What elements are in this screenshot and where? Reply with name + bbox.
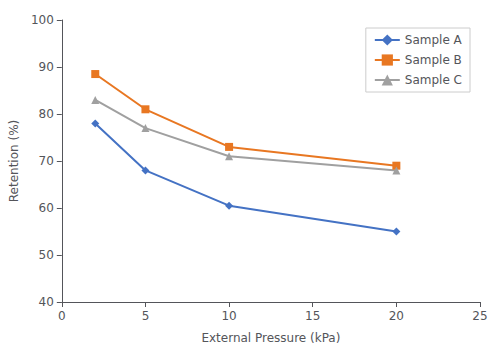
svg-text:40: 40 <box>39 295 54 309</box>
svg-text:Sample A: Sample A <box>405 33 463 47</box>
svg-text:80: 80 <box>39 107 54 121</box>
svg-text:100: 100 <box>31 13 54 27</box>
svg-text:Sample B: Sample B <box>405 53 462 67</box>
svg-text:15: 15 <box>305 309 320 323</box>
svg-text:0: 0 <box>58 309 66 323</box>
svg-text:20: 20 <box>389 309 404 323</box>
svg-text:60: 60 <box>39 201 54 215</box>
svg-text:External Pressure (kPa): External Pressure (kPa) <box>201 331 340 345</box>
svg-text:Sample C: Sample C <box>405 73 462 87</box>
svg-text:10: 10 <box>221 309 236 323</box>
svg-text:Retention (%): Retention (%) <box>7 120 21 202</box>
svg-text:50: 50 <box>39 248 54 262</box>
svg-text:70: 70 <box>39 154 54 168</box>
svg-text:25: 25 <box>472 309 487 323</box>
svg-text:5: 5 <box>142 309 150 323</box>
svg-text:90: 90 <box>39 60 54 74</box>
